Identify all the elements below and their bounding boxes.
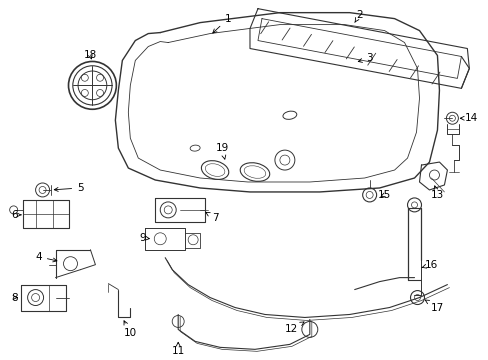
Text: 7: 7 xyxy=(205,212,218,223)
Text: 17: 17 xyxy=(425,300,443,312)
Text: 15: 15 xyxy=(377,190,390,200)
Text: 5: 5 xyxy=(54,183,83,193)
Text: 14: 14 xyxy=(459,113,477,123)
Text: 12: 12 xyxy=(285,322,304,334)
Text: 4: 4 xyxy=(35,252,57,262)
Text: 19: 19 xyxy=(215,143,228,159)
Text: 13: 13 xyxy=(430,186,443,200)
Text: 9: 9 xyxy=(139,233,149,243)
Text: 1: 1 xyxy=(212,14,231,33)
Text: 8: 8 xyxy=(11,293,18,302)
Text: 10: 10 xyxy=(123,321,137,338)
Text: 6: 6 xyxy=(11,210,21,220)
Text: 3: 3 xyxy=(358,54,372,63)
Text: 11: 11 xyxy=(171,342,184,356)
Text: 18: 18 xyxy=(83,50,97,60)
Text: 16: 16 xyxy=(421,260,437,270)
Text: 2: 2 xyxy=(354,10,362,22)
